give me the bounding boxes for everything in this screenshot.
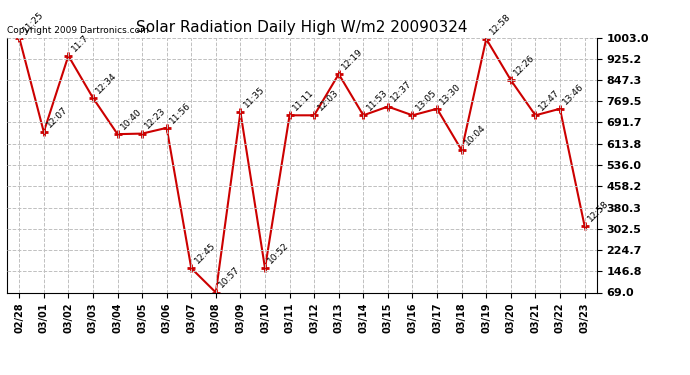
Text: 10:57: 10:57	[217, 265, 242, 290]
Text: 12:58: 12:58	[488, 12, 512, 36]
Text: 10:04: 10:04	[463, 123, 488, 147]
Text: 11:11: 11:11	[291, 88, 315, 112]
Text: 12:47: 12:47	[537, 88, 561, 112]
Text: 12:07: 12:07	[45, 105, 70, 129]
Text: 13:30: 13:30	[438, 81, 463, 106]
Text: 12:37: 12:37	[389, 79, 414, 104]
Text: 12:58: 12:58	[586, 198, 611, 223]
Text: 11:56: 11:56	[168, 100, 193, 125]
Text: 12:03: 12:03	[315, 88, 340, 112]
Text: Copyright 2009 Dartronics.com: Copyright 2009 Dartronics.com	[7, 26, 149, 35]
Text: 10:52: 10:52	[266, 241, 291, 266]
Text: 13:05: 13:05	[414, 88, 439, 112]
Text: 12:23: 12:23	[144, 106, 168, 131]
Text: 12:19: 12:19	[340, 47, 365, 71]
Text: 11:53: 11:53	[365, 88, 389, 112]
Text: 10:40: 10:40	[119, 107, 144, 131]
Text: 12:26: 12:26	[512, 53, 537, 77]
Text: 11:25: 11:25	[21, 10, 45, 35]
Text: 11:7: 11:7	[70, 32, 90, 53]
Title: Solar Radiation Daily High W/m2 20090324: Solar Radiation Daily High W/m2 20090324	[136, 20, 468, 35]
Text: 12:45: 12:45	[193, 241, 217, 266]
Text: 12:34: 12:34	[95, 70, 119, 95]
Text: 11:35: 11:35	[241, 85, 266, 109]
Text: 13:46: 13:46	[562, 81, 586, 106]
